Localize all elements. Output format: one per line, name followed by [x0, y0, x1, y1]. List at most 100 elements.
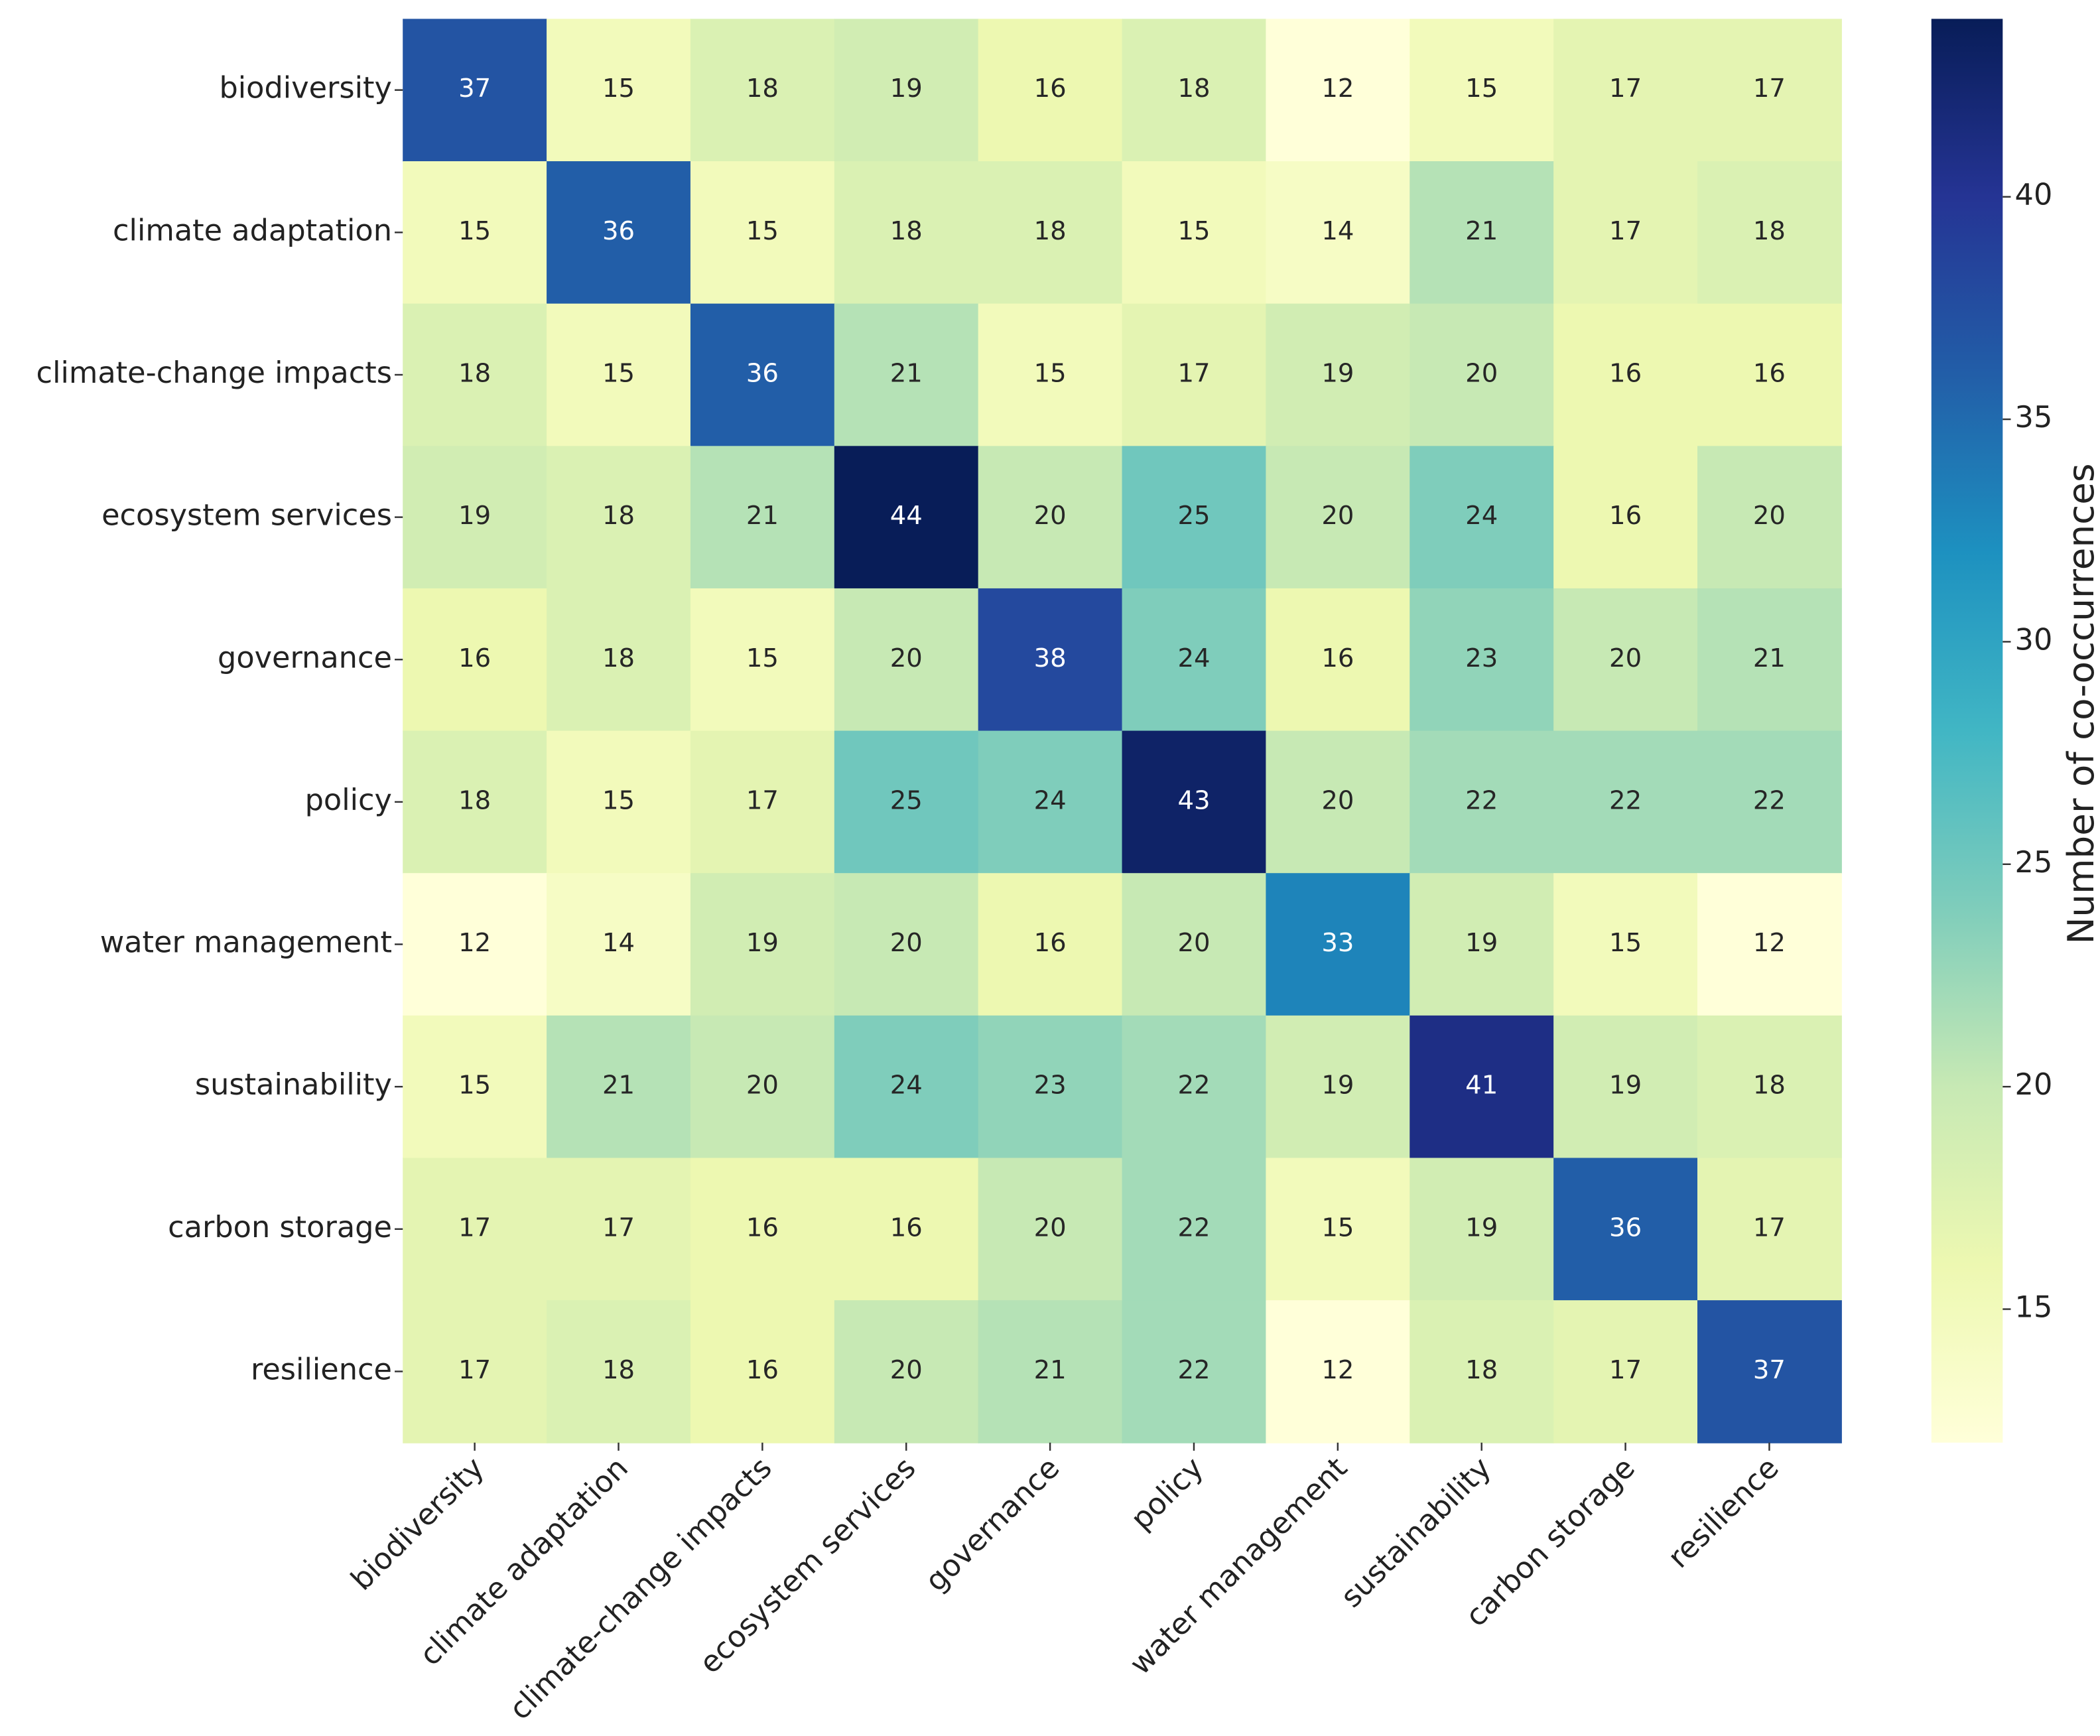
cell — [1553, 1015, 1699, 1159]
cell-label: 18 — [458, 358, 491, 388]
cell — [1122, 588, 1267, 732]
cell-label: 22 — [1177, 1355, 1210, 1385]
cell-label: 37 — [1753, 1355, 1786, 1385]
cell-label: 15 — [1034, 358, 1067, 388]
cell — [1697, 588, 1842, 732]
cell — [403, 730, 548, 874]
cell-label: 14 — [1321, 216, 1354, 246]
cell — [1553, 1300, 1699, 1443]
cell-label: 20 — [1321, 501, 1354, 531]
y-tick-label: carbon storage — [168, 1210, 392, 1244]
cell — [834, 1015, 979, 1159]
cell-label: 20 — [1034, 501, 1067, 531]
cell-label: 19 — [1609, 1071, 1642, 1101]
cell — [1410, 446, 1555, 589]
cell — [834, 161, 979, 304]
cell-label: 15 — [746, 643, 779, 673]
x-tick-label: governance — [919, 1451, 1067, 1599]
cell — [1697, 19, 1842, 163]
cell — [1410, 1015, 1555, 1159]
cell — [834, 588, 979, 732]
cell — [1122, 873, 1267, 1016]
cell-label: 21 — [1034, 1355, 1067, 1385]
cell-label: 18 — [1465, 1355, 1498, 1385]
cell-label: 17 — [1753, 1213, 1786, 1242]
cell — [547, 446, 691, 589]
cell — [1266, 873, 1411, 1016]
cell — [1410, 730, 1555, 874]
cell — [978, 19, 1123, 163]
cell — [403, 1015, 548, 1159]
cell — [1697, 161, 1842, 304]
cell-label: 41 — [1465, 1071, 1498, 1101]
x-tick-label: resilience — [1661, 1451, 1785, 1575]
cell-label: 19 — [458, 501, 491, 531]
cell-label: 20 — [890, 1355, 923, 1385]
cell-label: 16 — [1753, 358, 1786, 388]
cell-label: 12 — [1321, 74, 1354, 103]
cell-label: 15 — [458, 216, 491, 246]
y-tick-label: sustainability — [195, 1067, 392, 1102]
cell — [1697, 1300, 1842, 1443]
cell — [1410, 303, 1555, 447]
cell — [403, 873, 548, 1016]
cell — [1410, 19, 1555, 163]
cell-label: 21 — [746, 501, 779, 531]
cell-label: 43 — [1177, 785, 1210, 815]
cell — [547, 1158, 691, 1302]
cell — [1122, 446, 1267, 589]
cell-label: 23 — [1034, 1071, 1067, 1101]
cell — [834, 730, 979, 874]
cell — [1122, 19, 1267, 163]
cell — [978, 1158, 1123, 1302]
colorbar-label: Number of co-occurrences — [2060, 463, 2100, 944]
cell — [1410, 161, 1555, 304]
cell-label: 18 — [602, 643, 635, 673]
cell-label: 18 — [746, 74, 779, 103]
cell-label: 24 — [1177, 643, 1210, 673]
cell — [547, 161, 691, 304]
cell-label: 44 — [890, 501, 923, 531]
cell-label: 37 — [458, 74, 491, 103]
cell-label: 25 — [1177, 501, 1210, 531]
cell-label: 23 — [1465, 643, 1498, 673]
cell-label: 16 — [746, 1355, 779, 1385]
cell-label: 20 — [1753, 501, 1786, 531]
cell — [403, 19, 548, 163]
cell — [690, 303, 835, 447]
cell — [1266, 730, 1411, 874]
cell-label: 20 — [1465, 358, 1498, 388]
cell-label: 16 — [1609, 501, 1642, 531]
cell-label: 12 — [458, 928, 491, 958]
cell-label: 16 — [746, 1213, 779, 1242]
cell — [1410, 873, 1555, 1016]
cell — [547, 1300, 691, 1443]
cell-label: 38 — [1034, 643, 1067, 673]
cell — [1266, 588, 1411, 732]
cell — [1553, 19, 1699, 163]
cell-label: 21 — [602, 1071, 635, 1101]
x-tick-label: climate-change impacts — [503, 1451, 779, 1727]
colorbar-tick-label: 20 — [2015, 1067, 2053, 1102]
cell — [1122, 1158, 1267, 1302]
cell-label: 16 — [458, 643, 491, 673]
cell — [834, 446, 979, 589]
cell — [978, 873, 1123, 1016]
cell — [403, 1300, 548, 1443]
cell — [1697, 1158, 1842, 1302]
cell-label: 22 — [1609, 785, 1642, 815]
cell — [1553, 446, 1699, 589]
cell — [1697, 303, 1842, 447]
cell — [834, 303, 979, 447]
cell-label: 16 — [1034, 928, 1067, 958]
y-tick-label: climate-change impacts — [36, 356, 392, 390]
cell — [1410, 1158, 1555, 1302]
cell-label: 36 — [746, 358, 779, 388]
cell — [690, 161, 835, 304]
cell-label: 15 — [458, 1071, 491, 1101]
cell — [690, 873, 835, 1016]
y-tick-label: biodiversity — [219, 71, 392, 105]
cell — [1122, 161, 1267, 304]
cell — [978, 588, 1123, 732]
